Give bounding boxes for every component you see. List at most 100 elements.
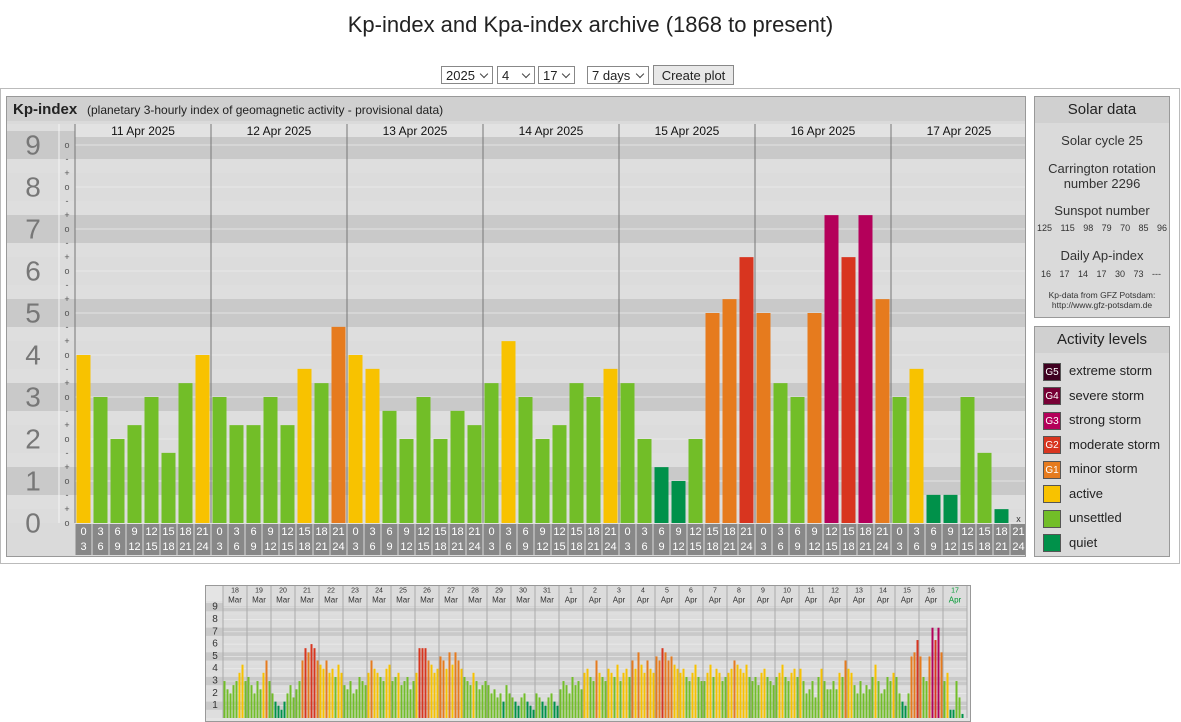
- hour-label: 9: [386, 541, 392, 553]
- bar: [472, 672, 475, 718]
- hour-cell: [789, 524, 806, 555]
- hour-cell: [721, 524, 738, 555]
- create-plot-button[interactable]: Create plot: [653, 65, 734, 85]
- legend-swatch: G3: [1043, 411, 1061, 430]
- month-label: Mar: [420, 596, 434, 605]
- bar: [322, 668, 325, 718]
- bar: [346, 689, 349, 718]
- day-label: 16 Apr 2025: [791, 124, 856, 138]
- bar: [226, 689, 229, 718]
- bar: [314, 383, 329, 523]
- hour-label: 24: [604, 541, 616, 553]
- bar: [349, 681, 352, 718]
- bar: [469, 685, 472, 718]
- bar: [518, 397, 533, 523]
- hour-label: 3: [624, 541, 630, 553]
- bar: [620, 383, 635, 523]
- bar: [727, 672, 730, 718]
- bar: [297, 368, 312, 523]
- bar: [802, 681, 805, 718]
- year-select[interactable]: 2025: [441, 66, 493, 84]
- day-label: 6: [689, 588, 693, 595]
- bar: [646, 660, 649, 718]
- legend-swatch: G2: [1043, 436, 1061, 455]
- bar: [316, 660, 319, 718]
- month-label: Mar: [516, 596, 530, 605]
- hour-label: 9: [539, 526, 545, 538]
- source-url[interactable]: http://www.gfz-potsdam.de: [1051, 300, 1153, 310]
- value: 14: [1078, 269, 1089, 279]
- bar: [722, 299, 737, 523]
- bar: [382, 410, 397, 523]
- hour-cell: [194, 524, 211, 555]
- hour-label: 15: [570, 526, 582, 538]
- value: 98: [1083, 223, 1094, 233]
- hour-label: 24: [876, 541, 888, 553]
- minor-tick-label: o: [64, 140, 69, 150]
- day-select[interactable]: 17: [538, 66, 575, 84]
- minor-tick-label: -: [66, 406, 69, 416]
- bar: [448, 652, 451, 718]
- bar: [676, 668, 679, 718]
- day-label: 4: [641, 588, 645, 595]
- bar: [418, 648, 421, 718]
- bar: [529, 705, 532, 718]
- bar: [271, 693, 274, 718]
- hour-cell: [143, 524, 160, 555]
- hour-label: 12: [808, 541, 820, 553]
- hour-label: 21: [179, 541, 191, 553]
- bar: [110, 439, 125, 523]
- bar: [685, 676, 688, 718]
- month-select[interactable]: 4: [497, 66, 535, 84]
- bar: [265, 660, 268, 718]
- day-label: 28: [471, 588, 479, 595]
- day-label: 14: [879, 588, 887, 595]
- bar: [709, 664, 712, 718]
- bar: [910, 656, 913, 718]
- y-tick-label: 5: [212, 651, 218, 662]
- span-select[interactable]: 7 days: [587, 66, 649, 84]
- minor-tick-label: o: [64, 266, 69, 276]
- bar: [799, 668, 802, 718]
- hour-label: 15: [145, 541, 157, 553]
- hour-label: 12: [264, 541, 276, 553]
- month-label: Apr: [781, 596, 794, 605]
- bar: [673, 664, 676, 718]
- bar: [928, 656, 931, 718]
- bar: [955, 681, 958, 718]
- month-label: Mar: [276, 596, 290, 605]
- hour-cell: [976, 524, 993, 555]
- bar: [367, 672, 370, 718]
- bar: [277, 705, 280, 718]
- bar: [373, 668, 376, 718]
- legend-item: active: [1043, 484, 1103, 504]
- hour-label: 6: [369, 541, 375, 553]
- bar: [552, 425, 567, 523]
- hour-label: 6: [930, 526, 936, 538]
- hour-label: 18: [978, 541, 990, 553]
- bar: [919, 656, 922, 718]
- bar: [697, 676, 700, 718]
- bar: [643, 672, 646, 718]
- bar: [670, 656, 673, 718]
- bar: [382, 681, 385, 718]
- bar: [622, 672, 625, 718]
- hour-cell: [670, 524, 687, 555]
- bar: [763, 668, 766, 718]
- bar: [658, 660, 661, 718]
- hour-label: 12: [400, 541, 412, 553]
- bar: [853, 685, 856, 718]
- minor-tick-label: o: [64, 182, 69, 192]
- bar: [823, 681, 826, 718]
- day-label: 13 Apr 2025: [383, 124, 448, 138]
- bar: [892, 397, 907, 523]
- bar: [505, 685, 508, 718]
- hour-label: 0: [352, 526, 358, 538]
- bar: [961, 713, 964, 718]
- y-tick-label: 2: [25, 424, 41, 455]
- bar: [556, 705, 559, 718]
- bar: [394, 676, 397, 718]
- y-tick-label: 8: [212, 614, 218, 625]
- hour-label: 15: [978, 526, 990, 538]
- day-label: 25: [399, 588, 407, 595]
